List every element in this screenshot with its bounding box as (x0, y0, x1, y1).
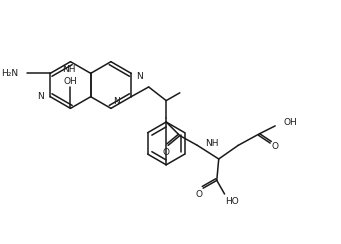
Text: N: N (113, 97, 120, 106)
Text: NH: NH (205, 139, 219, 148)
Text: N: N (37, 92, 43, 101)
Text: O: O (272, 142, 279, 151)
Text: O: O (196, 191, 203, 200)
Text: NH: NH (62, 65, 75, 74)
Text: OH: OH (64, 77, 77, 86)
Text: HO: HO (225, 197, 239, 206)
Text: N: N (136, 72, 143, 81)
Text: OH: OH (284, 119, 298, 127)
Text: O: O (163, 148, 170, 157)
Text: H₂N: H₂N (1, 69, 18, 78)
